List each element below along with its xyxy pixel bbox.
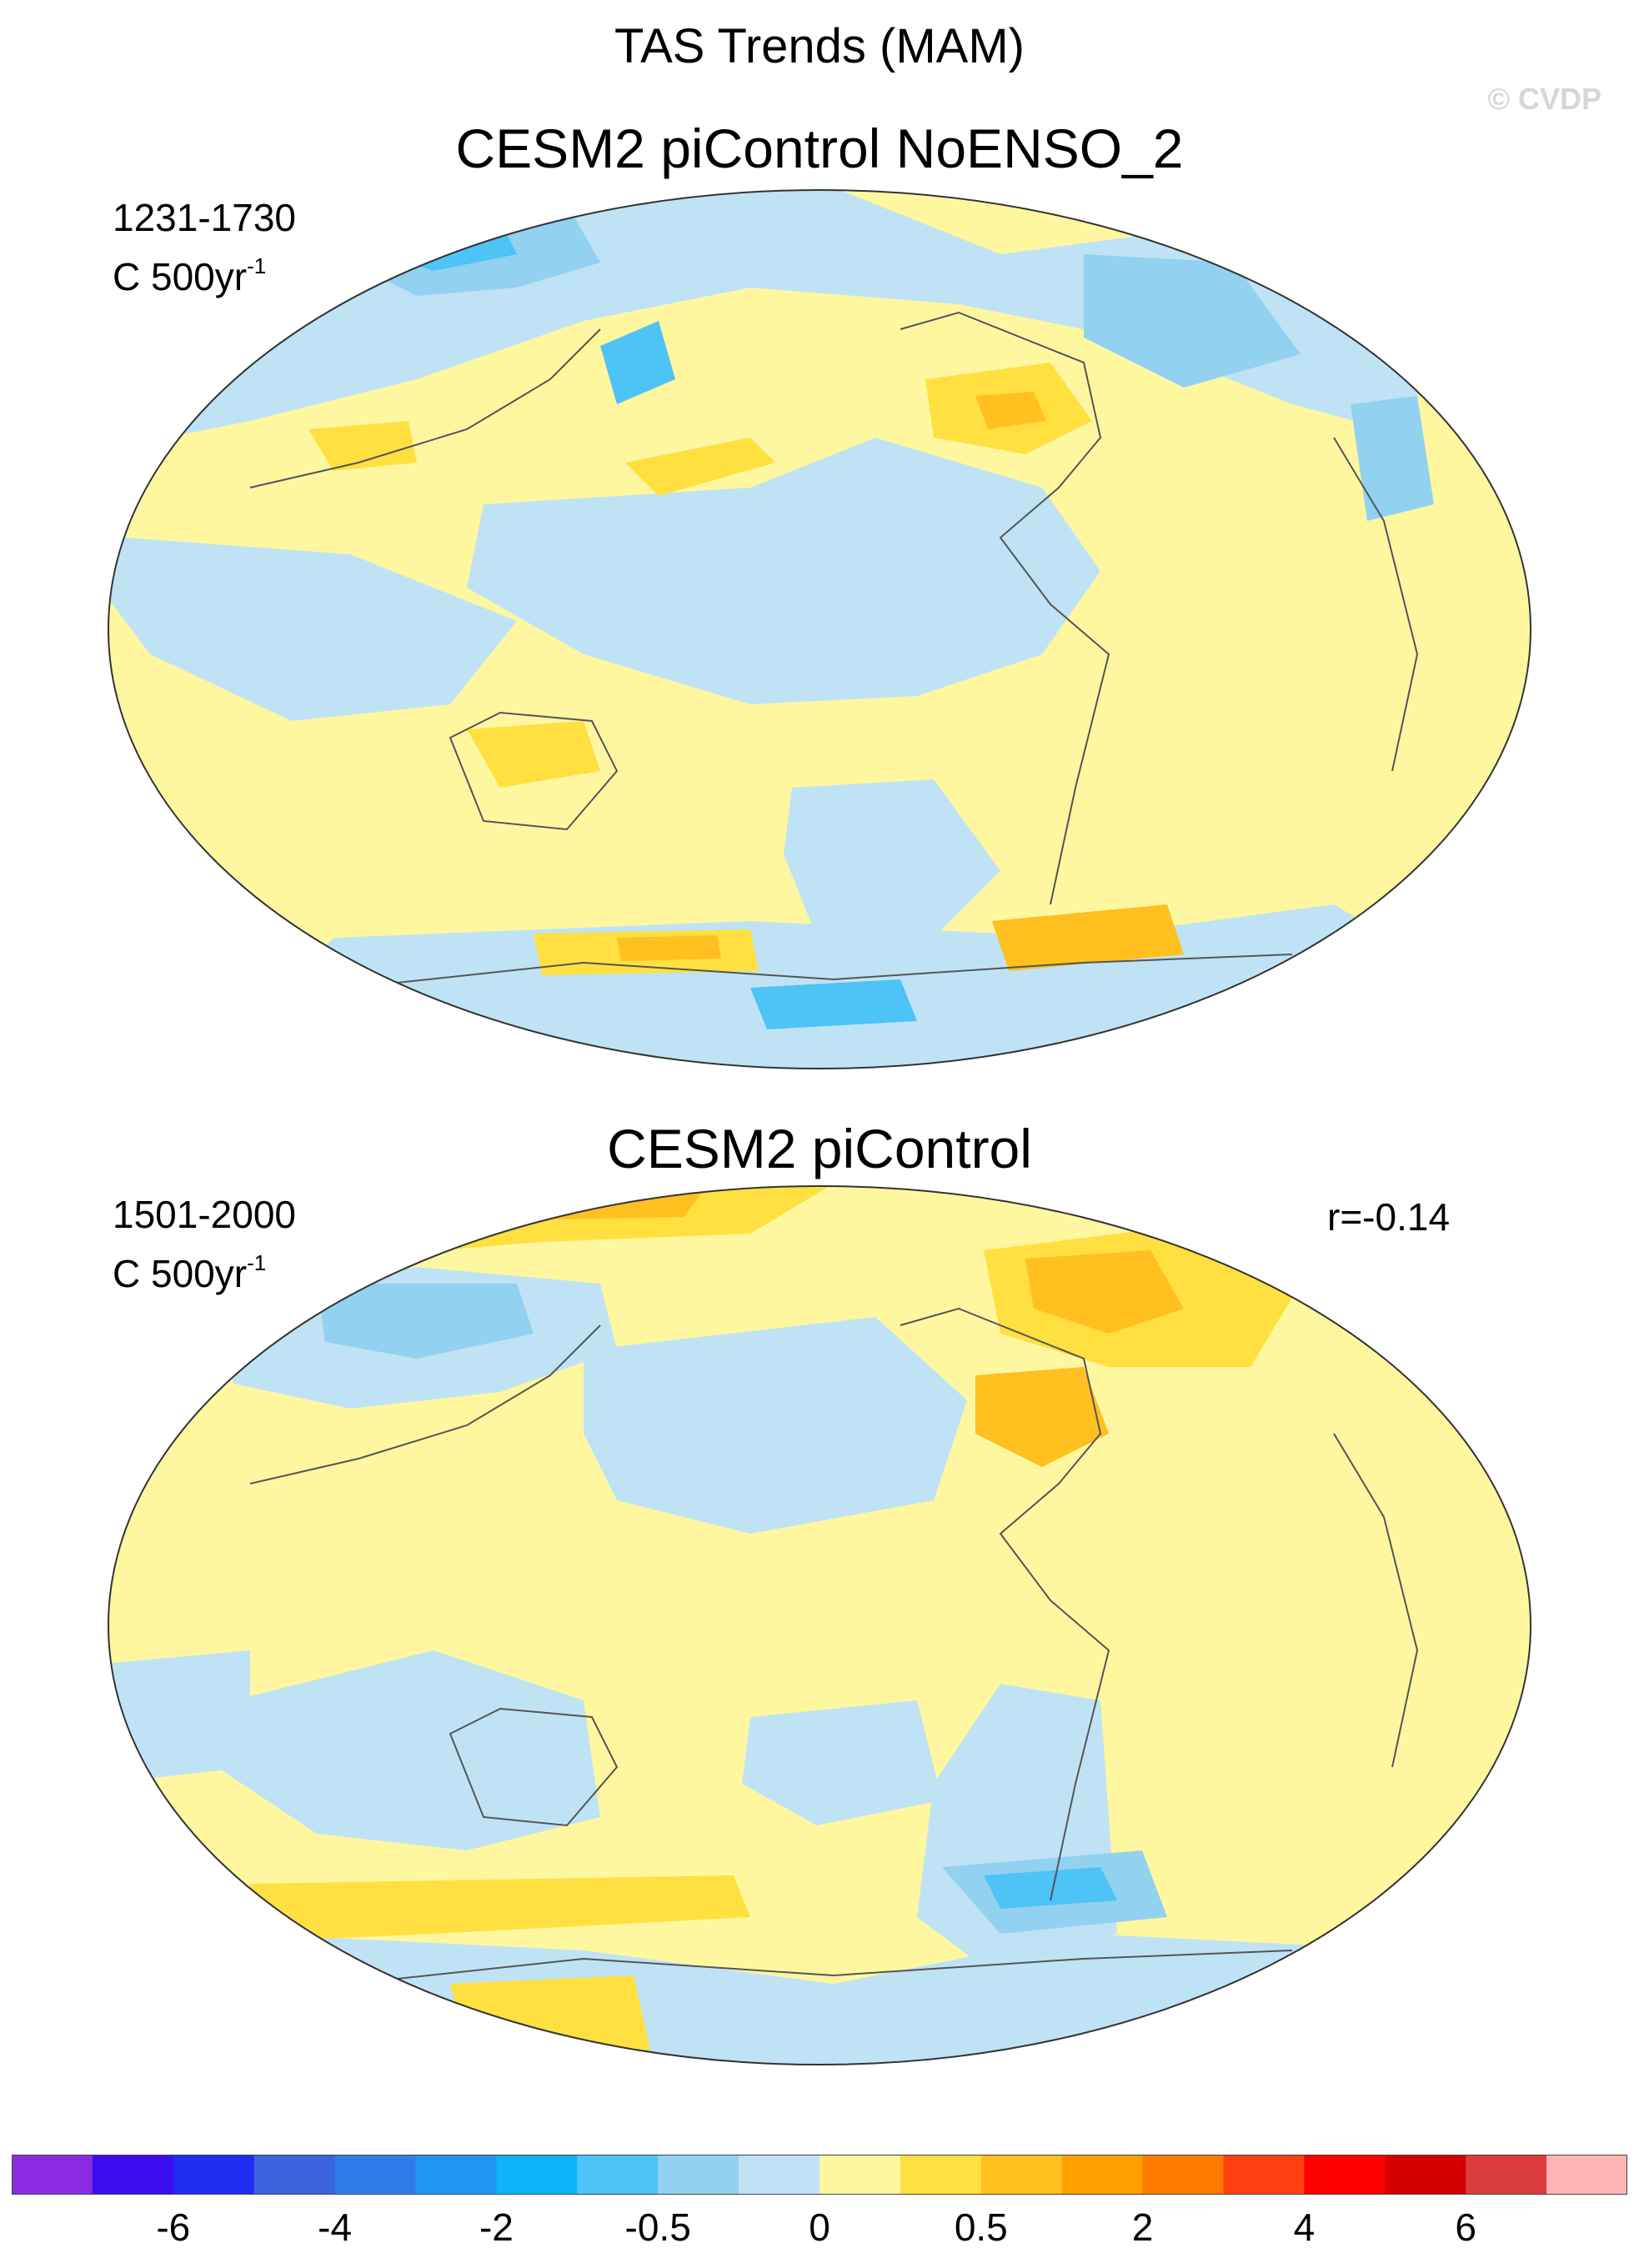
panel-1-cool-greenland (1084, 254, 1301, 388)
colorbar-swatch (92, 2155, 174, 2195)
colorbar-swatch (900, 2155, 982, 2195)
panel-2-warm-antarctic (450, 1975, 650, 2050)
panel-1-warm-southern-1b (617, 935, 721, 961)
panel-1-warm-southern-2 (992, 904, 1184, 971)
panel-2-cool-pacific (584, 1317, 967, 1534)
colorbar-swatch (739, 2155, 820, 2195)
panel-2-warm-north-america (975, 1367, 1109, 1467)
panel-2-warm-greenland-core (1025, 1250, 1184, 1334)
colorbar-swatch (1061, 2155, 1144, 2195)
panel-1-units-base: C 500yr (113, 255, 248, 298)
colorbar-tick-label: -6 (156, 2205, 191, 2249)
colorbar-tick-label: 0 (809, 2205, 830, 2249)
colorbar-swatch (496, 2155, 578, 2195)
panel-2-cool-west-pacific (217, 1650, 600, 1850)
panel-1-cool-indian (108, 538, 517, 721)
colorbar-tick-label: -2 (479, 2205, 514, 2249)
panel-2-correlation: r=-0.14 (1327, 1195, 1451, 1239)
colorbar-tick-label: 4 (1293, 2205, 1316, 2249)
colorbar-swatch (415, 2155, 497, 2195)
panel-1-cool-pacific (467, 438, 1100, 704)
panel-1-map-border (108, 189, 1531, 1069)
panel-2-cool-southern-strong (984, 1867, 1117, 1909)
panel-2-trend-field (108, 1186, 1531, 2065)
panel-2-units: C 500yr-1 (113, 1239, 296, 1298)
colorbar-tick-label: -4 (318, 2205, 353, 2249)
colorbar-swatch (980, 2155, 1063, 2195)
colorbar-border (12, 2155, 1627, 2195)
colorbar-swatch (1142, 2155, 1224, 2195)
panel-2-map (108, 1185, 1531, 2065)
panel-2-warm-arctic-core (434, 1186, 709, 1221)
colorbar (12, 2155, 1627, 2195)
panel-2-cool-south-pacific (742, 1700, 942, 1825)
panel-1-cool-south-pacific (784, 779, 1000, 954)
panel-1-period: 1231-1730 C 500yr-1 (113, 193, 296, 301)
panel-2-period: 1501-2000 C 500yr-1 (113, 1190, 296, 1298)
colorbar-swatch (1466, 2155, 1547, 2195)
panel-2-neutral-background (108, 1186, 1531, 2065)
colorbar-swatch (253, 2155, 336, 2195)
colorbar-swatch (1546, 2155, 1627, 2195)
panel-1-map (108, 189, 1531, 1069)
colorbar-swatch (1223, 2155, 1305, 2195)
colorbar-tick-label: 6 (1455, 2205, 1476, 2249)
panel-1-units: C 500yr-1 (113, 242, 296, 301)
panel-2-units-exponent: -1 (247, 1250, 267, 1275)
figure-title: TAS Trends (MAM) (614, 19, 1025, 73)
colorbar-swatch (1385, 2155, 1466, 2195)
colorbar-swatch (1304, 2155, 1386, 2195)
colorbar-swatch (173, 2155, 255, 2195)
panel-1-warm-north-america-core (975, 392, 1046, 429)
panel-2-title: CESM2 piControl (607, 1118, 1032, 1179)
panel-2-cool-indian (108, 1650, 250, 1784)
panel-1-cool-antarctic-core (750, 979, 917, 1029)
panel-1-units-exponent: -1 (247, 253, 267, 278)
panel-1-trend-field (108, 190, 1531, 1069)
panel-1-coastlines (249, 311, 1419, 989)
colorbar-swatch (820, 2155, 901, 2195)
panel-1-cool-kamchatka (600, 321, 675, 404)
panel-1-warm-australia (467, 721, 600, 788)
panel-2-coastlines (249, 1307, 1419, 1985)
cvdp-watermark: © CVDP (1487, 82, 1601, 116)
colorbar-tick-label: 0.5 (954, 2205, 1008, 2249)
colorbar-swatch (658, 2155, 739, 2195)
panel-1-cool-atlantic (1351, 396, 1434, 521)
panel-2-warm-southern (250, 1875, 750, 1942)
panel-1-warm-pacific-north (625, 438, 775, 496)
panel-1-warm-asia (308, 421, 417, 471)
colorbar-tick-label: -0.5 (624, 2205, 691, 2249)
colorbar-swatch (12, 2155, 93, 2195)
panel-2-map-border (108, 1185, 1531, 2065)
panel-1-period-range: 1231-1730 (113, 196, 296, 239)
panel-2-units-base: C 500yr (113, 1252, 248, 1295)
panel-1-title: CESM2 piControl NoENSO_2 (455, 118, 1184, 179)
colorbar-tick-label: 2 (1131, 2205, 1154, 2249)
colorbar-swatch (577, 2155, 659, 2195)
panel-2-period-range: 1501-2000 (113, 1193, 296, 1236)
panel-2-cool-eurasia-core (317, 1284, 534, 1359)
colorbar-swatch (334, 2155, 416, 2195)
